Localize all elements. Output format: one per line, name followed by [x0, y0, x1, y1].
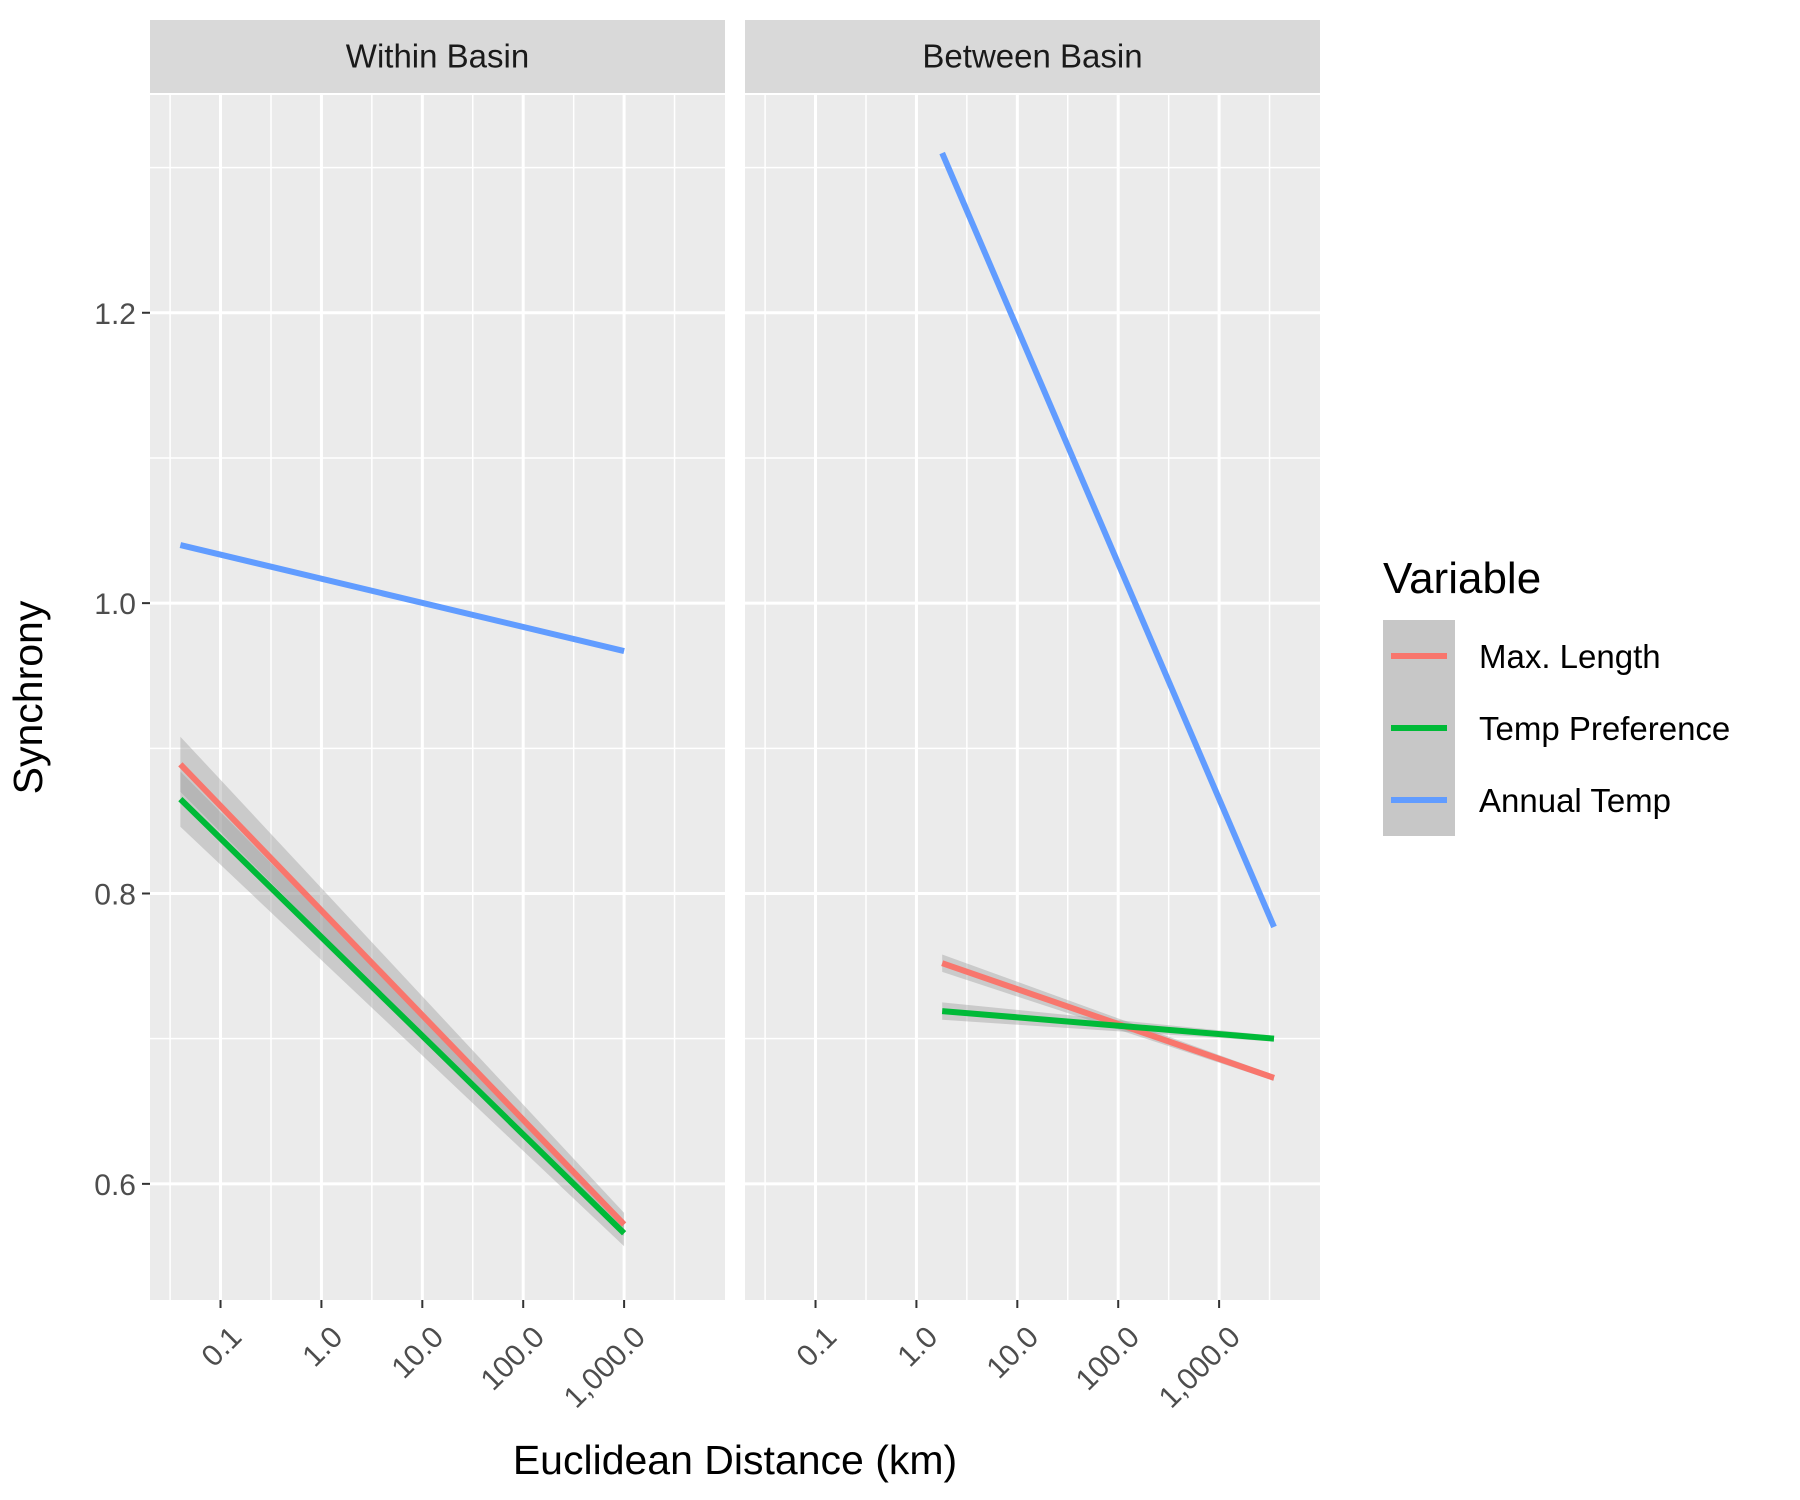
legend-title: Variable	[1383, 554, 1541, 603]
x-tick-label: 1.0	[891, 1320, 944, 1373]
legend: Variable Max. Length Temp Preference Annua…	[1383, 554, 1730, 836]
y-tick-label: 0.6	[94, 1169, 136, 1202]
x-tick-label: 10.0	[980, 1320, 1045, 1385]
series-line-annual-temp	[939, 151, 1277, 929]
x-tick-label: 0.1	[790, 1320, 843, 1373]
x-tick-label: 100.0	[1070, 1320, 1146, 1396]
x-tick-label: 1.0	[296, 1320, 349, 1373]
series-line-temp-preference	[941, 1008, 1275, 1042]
facet-strip	[745, 20, 1320, 93]
panel-0: Within Basin 0.1 1.0 10.0 100.0 1,000.0	[150, 20, 725, 1415]
panel-1: Between Basin 0.1 1.0 10.0 100.0 1,000.0	[745, 20, 1320, 1415]
panel-background	[150, 95, 725, 1300]
facet-strip-label: Between Basin	[922, 38, 1142, 75]
legend-label: Max. Length	[1479, 638, 1661, 675]
y-tick-label: 1.2	[94, 298, 136, 331]
facet-strip-label: Within Basin	[346, 38, 529, 75]
series-line-annual-temp	[179, 542, 625, 654]
x-tick-label: 0.1	[195, 1320, 248, 1373]
y-tick-label: 0.8	[94, 878, 136, 911]
facet-strip	[150, 20, 725, 93]
legend-label: Temp Preference	[1479, 710, 1730, 747]
x-tick-label: 100.0	[475, 1320, 551, 1396]
y-axis-title: Synchrony	[5, 600, 51, 794]
x-axis-title: Euclidean Distance (km)	[513, 1437, 957, 1483]
legend-label: Annual Temp	[1479, 782, 1671, 819]
series-line-max-length	[941, 960, 1275, 1081]
y-tick-label: 1.0	[94, 588, 136, 621]
series-line-max-length	[178, 762, 627, 1227]
x-tick-label: 1,000.0	[1153, 1320, 1247, 1414]
x-tick-label: 1,000.0	[558, 1320, 652, 1414]
panel-background	[745, 95, 1320, 1300]
series-line-temp-preference	[178, 796, 627, 1236]
x-tick-label: 10.0	[385, 1320, 450, 1385]
